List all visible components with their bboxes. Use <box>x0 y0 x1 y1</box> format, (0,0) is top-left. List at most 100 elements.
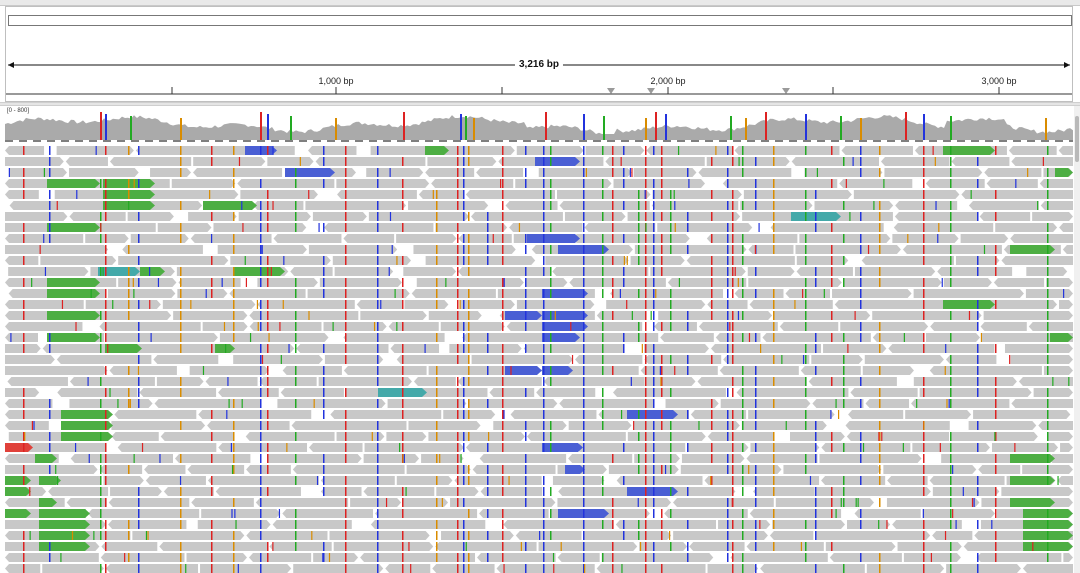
mismatch-base <box>637 498 639 507</box>
vertical-scrollbar[interactable] <box>1074 106 1080 573</box>
mismatch-base <box>727 333 729 342</box>
mismatch-base <box>645 311 647 320</box>
mismatch-base <box>727 542 729 551</box>
coverage-track[interactable] <box>5 106 1073 140</box>
aligned-read <box>350 498 402 507</box>
aligned-read <box>406 465 471 474</box>
mismatch-base <box>543 256 545 265</box>
aligned-read <box>846 520 891 529</box>
mismatch-base <box>487 509 489 518</box>
mismatch-base <box>879 146 881 155</box>
aligned-read <box>720 399 811 408</box>
mismatch-base <box>773 454 775 463</box>
mismatch-base <box>105 564 107 573</box>
mismatch-base <box>661 168 663 177</box>
mismatch-base <box>105 421 107 430</box>
mismatch-base <box>316 476 319 485</box>
mismatch-base <box>233 432 235 441</box>
mismatch-base <box>100 234 102 243</box>
mismatch-base <box>295 366 297 375</box>
aligned-read <box>872 333 924 342</box>
mismatch-base <box>105 300 107 309</box>
scrollbar-thumb[interactable] <box>1075 116 1079 162</box>
mismatch-base <box>502 256 504 265</box>
mismatch-base <box>436 201 438 210</box>
mismatch-base <box>1047 344 1049 353</box>
mismatch-base <box>377 509 379 518</box>
mismatch-base <box>727 355 729 364</box>
reads-track[interactable] <box>5 140 1073 573</box>
mismatch-base <box>645 454 647 463</box>
mismatch-base <box>878 520 880 529</box>
mismatch-base <box>260 520 262 529</box>
mismatch-base <box>950 179 952 188</box>
mismatch-base <box>345 168 347 177</box>
mismatch-base <box>758 223 760 232</box>
mismatch-base <box>645 553 647 562</box>
mismatch-base <box>785 421 787 430</box>
mismatch-base <box>670 322 672 331</box>
mismatch-base <box>670 388 672 397</box>
aligned-read <box>1026 267 1068 276</box>
mismatch-base <box>727 465 729 474</box>
mismatch-base <box>463 564 465 573</box>
aligned-read <box>177 289 228 298</box>
mismatch-base <box>543 201 545 210</box>
mismatch-base <box>879 432 881 441</box>
mismatch-base <box>345 256 347 265</box>
mismatch-base <box>815 333 817 342</box>
mismatch-base <box>923 234 925 243</box>
alignment-data-panel[interactable]: [0 - 800] <box>5 106 1073 573</box>
mismatch-base <box>235 520 237 529</box>
mismatch-base <box>612 553 614 562</box>
mismatch-base <box>345 553 347 562</box>
mismatch-base <box>995 190 997 199</box>
mismatch-base <box>661 245 663 254</box>
mismatch-base <box>457 146 459 155</box>
mismatch-base <box>805 377 807 386</box>
aligned-read <box>449 344 522 353</box>
mismatch-base <box>727 267 729 276</box>
mismatch-base <box>138 256 140 265</box>
mismatch-base <box>727 223 729 232</box>
mismatch-base <box>525 432 527 441</box>
aligned-read <box>872 311 982 320</box>
aligned-read <box>329 531 430 540</box>
aligned-read <box>213 223 307 232</box>
aligned-read <box>865 399 910 408</box>
mismatch-base <box>879 388 881 397</box>
mismatch-base <box>711 454 713 463</box>
aligned-read <box>459 300 515 309</box>
mismatch-base <box>138 333 140 342</box>
mismatch-base <box>10 333 12 342</box>
mismatch-base <box>971 498 974 507</box>
mismatch-base <box>670 311 672 320</box>
aligned-read <box>839 179 913 188</box>
aligned-read <box>821 443 911 452</box>
mismatch-base <box>61 300 64 309</box>
mismatch-base <box>711 278 713 287</box>
mismatch-base <box>554 311 556 320</box>
ruler-panel[interactable]: 3,216 bp 1,000 bp 2,000 bp 3,000 bp <box>5 6 1073 102</box>
mismatch-base <box>43 168 45 177</box>
aligned-read <box>710 344 822 353</box>
mismatch-base <box>742 366 744 375</box>
aligned-read <box>108 498 190 507</box>
aligned-read <box>106 333 218 342</box>
mismatch-base <box>543 344 545 353</box>
mismatch-base <box>995 487 997 496</box>
coverage-variant-bar <box>335 118 337 140</box>
mismatch-base <box>878 432 880 441</box>
aligned-read <box>109 157 192 166</box>
mismatch-base <box>318 223 320 232</box>
mismatch-base <box>742 333 744 342</box>
chromosome-ideogram-box[interactable] <box>8 15 1072 26</box>
mismatch-base <box>670 245 672 254</box>
mismatch-base <box>670 542 672 551</box>
aligned-read <box>748 245 794 254</box>
mismatch-base <box>460 454 462 463</box>
mismatch-base <box>267 300 269 309</box>
mismatch-base <box>468 410 470 419</box>
panel-divider[interactable] <box>0 102 1080 106</box>
